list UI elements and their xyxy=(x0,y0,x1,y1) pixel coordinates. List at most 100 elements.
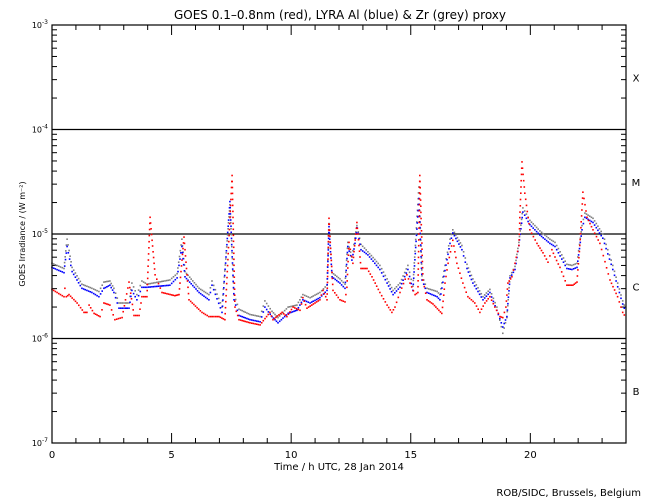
data-point xyxy=(500,325,503,328)
data-point xyxy=(230,227,232,230)
data-point xyxy=(324,291,326,294)
data-point xyxy=(64,258,67,261)
data-point xyxy=(608,258,611,260)
data-point xyxy=(345,275,347,278)
data-point xyxy=(423,285,426,288)
data-point xyxy=(148,240,150,243)
data-point xyxy=(534,224,536,227)
data-point xyxy=(620,297,622,300)
data-point xyxy=(431,289,433,291)
data-point xyxy=(309,302,311,304)
data-point xyxy=(327,253,329,256)
data-point xyxy=(344,287,346,290)
data-point xyxy=(124,307,127,309)
data-point xyxy=(231,174,233,177)
data-point xyxy=(417,262,420,265)
data-point xyxy=(226,264,229,267)
data-point xyxy=(537,232,539,235)
data-point xyxy=(391,311,393,314)
data-point xyxy=(303,294,306,297)
data-point xyxy=(302,293,304,296)
data-point xyxy=(417,274,419,276)
data-point xyxy=(436,307,439,310)
data-point xyxy=(165,284,168,287)
data-point xyxy=(326,287,329,289)
data-point xyxy=(432,289,435,292)
data-point xyxy=(394,306,396,308)
data-point xyxy=(420,245,422,247)
data-point xyxy=(299,304,301,306)
data-point xyxy=(537,245,540,247)
data-point xyxy=(66,238,68,240)
data-point xyxy=(447,262,449,265)
data-point xyxy=(445,264,447,266)
data-point xyxy=(384,301,387,303)
data-point xyxy=(249,318,251,321)
data-point xyxy=(608,254,611,256)
data-point xyxy=(503,322,505,325)
data-point xyxy=(327,246,330,249)
data-point xyxy=(239,315,242,317)
data-point xyxy=(359,261,362,264)
data-point xyxy=(211,280,213,282)
data-point xyxy=(209,291,212,294)
data-point xyxy=(368,252,371,255)
data-point xyxy=(144,295,147,298)
data-point xyxy=(192,284,194,287)
data-point xyxy=(420,261,423,264)
data-point xyxy=(514,268,516,271)
data-point xyxy=(233,276,236,278)
data-point xyxy=(320,294,323,296)
data-point xyxy=(69,295,72,298)
data-point xyxy=(131,282,133,284)
data-point xyxy=(375,285,378,287)
data-point xyxy=(328,232,331,234)
data-point xyxy=(91,287,93,290)
y-axis-label: GOES Irradiance / (W m⁻²) xyxy=(18,181,27,286)
data-point xyxy=(592,221,594,224)
data-point xyxy=(419,174,421,177)
data-point xyxy=(347,254,350,256)
data-point xyxy=(492,297,495,300)
data-point xyxy=(574,263,577,265)
data-point xyxy=(431,293,433,296)
data-point xyxy=(520,222,523,224)
data-point xyxy=(489,291,491,294)
data-point xyxy=(524,192,526,194)
data-point xyxy=(187,286,189,289)
data-point xyxy=(195,283,197,286)
data-point xyxy=(130,295,132,298)
data-point xyxy=(371,276,373,278)
data-point xyxy=(136,293,138,296)
data-point xyxy=(542,252,544,254)
data-point xyxy=(126,307,129,309)
data-point xyxy=(204,296,207,299)
data-point xyxy=(232,216,234,219)
x-tick-label: 20 xyxy=(524,450,537,461)
data-point xyxy=(218,315,220,318)
data-point xyxy=(470,274,473,277)
data-point xyxy=(314,302,316,304)
data-point xyxy=(116,302,119,304)
data-point xyxy=(336,275,338,278)
data-point xyxy=(181,251,184,254)
data-point xyxy=(233,288,236,290)
data-point xyxy=(350,255,353,258)
data-point xyxy=(63,265,66,267)
data-point xyxy=(432,294,435,297)
data-point xyxy=(499,317,501,320)
data-point xyxy=(508,283,511,286)
data-point xyxy=(413,256,416,258)
data-point xyxy=(327,240,330,243)
data-point xyxy=(225,282,228,285)
data-point xyxy=(181,259,183,261)
data-point xyxy=(228,213,230,215)
data-point xyxy=(540,249,543,252)
data-point xyxy=(399,282,401,284)
data-point xyxy=(294,304,297,307)
data-point xyxy=(370,258,373,260)
data-point xyxy=(544,234,546,236)
data-point xyxy=(509,277,511,279)
data-point xyxy=(309,305,311,307)
data-point xyxy=(129,292,132,294)
